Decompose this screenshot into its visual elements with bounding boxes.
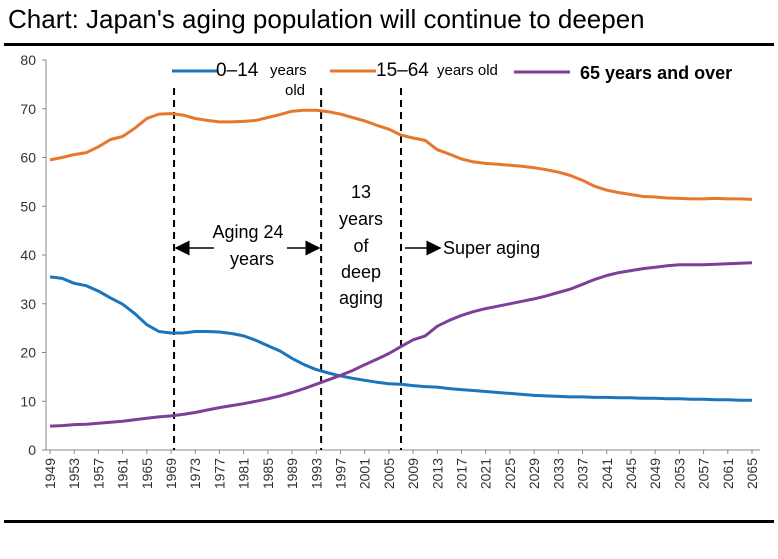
anno-aging-line2: years	[230, 249, 274, 269]
y-tick-label: 80	[20, 52, 36, 68]
x-tick-label: 2021	[478, 458, 494, 489]
x-tick-label: 1969	[163, 458, 179, 489]
chart-title: Chart: Japan's aging population will con…	[8, 4, 645, 34]
x-tick-label: 1985	[260, 458, 276, 489]
legend-label-0-14-main: 0–14	[216, 60, 259, 81]
x-tick-label: 2045	[623, 458, 639, 489]
x-tick-label: 2037	[575, 458, 591, 489]
x-tick-label: 1997	[332, 458, 348, 489]
y-tick-label: 60	[20, 150, 36, 166]
x-tick-label: 2009	[405, 458, 421, 489]
annotations: Aging 24 years 13 years of deep aging Su…	[174, 182, 540, 308]
anno-deep-line3: of	[353, 236, 369, 256]
legend-label-65: 65 years and over	[580, 63, 732, 83]
y-tick-label: 50	[20, 198, 36, 214]
series-line-2	[49, 261, 753, 428]
legend-label-15-64-main: 15–64	[376, 60, 429, 81]
x-tick-label: 1981	[236, 458, 252, 489]
y-tick-label: 20	[20, 345, 36, 361]
series-line-1	[49, 108, 753, 201]
x-tick-label: 2065	[744, 458, 760, 489]
anno-deep-line5: aging	[339, 288, 383, 308]
x-tick-label: 1961	[115, 458, 131, 489]
legend-label-0-14-sub: years	[270, 62, 307, 79]
x-tick-label: 2029	[526, 458, 542, 489]
y-ticks: 0 10 20 30 40 50 60 70 80	[20, 52, 46, 458]
x-tick-label: 2041	[599, 458, 615, 489]
anno-aging-line1: Aging 24	[212, 222, 283, 242]
x-tick-label: 2017	[454, 458, 470, 489]
series-line-0	[49, 275, 752, 402]
legend-label-0-14-sub2: old	[285, 82, 305, 99]
anno-super-aging: Super aging	[443, 238, 540, 258]
series-lines	[49, 108, 753, 428]
x-tick-label: 1989	[284, 458, 300, 489]
x-tick-label: 1977	[211, 458, 227, 489]
anno-deep-line1: 13	[351, 182, 371, 202]
top-rule	[4, 43, 774, 46]
x-tick-label: 2053	[671, 458, 687, 489]
bottom-rule	[4, 520, 774, 523]
y-tick-label: 0	[28, 442, 36, 458]
x-tick-label: 1949	[42, 458, 58, 489]
x-tick-label: 2025	[502, 458, 518, 489]
y-tick-label: 40	[20, 247, 36, 263]
x-ticks: 1949 1953 1957 1961 1965 1969 1973 1977 1981 1985…	[42, 450, 760, 489]
axes	[45, 60, 760, 451]
x-tick-label: 2013	[429, 458, 445, 489]
anno-deep-line4: deep	[341, 262, 381, 282]
x-tick-label: 2001	[357, 458, 373, 489]
x-tick-label: 1953	[66, 458, 82, 489]
vertical-markers	[173, 88, 402, 450]
anno-deep-line2: years	[339, 209, 383, 229]
x-tick-label: 2049	[647, 458, 663, 489]
y-tick-label: 10	[20, 393, 36, 409]
x-tick-label: 1973	[187, 458, 203, 489]
legend-label-15-64-sub: years old	[437, 62, 498, 79]
y-tick-label: 70	[20, 101, 36, 117]
x-tick-label: 1957	[90, 458, 106, 489]
x-tick-label: 1993	[308, 458, 324, 489]
x-tick-label: 2005	[381, 458, 397, 489]
x-tick-label: 2057	[696, 458, 712, 489]
x-tick-label: 2033	[550, 458, 566, 489]
x-tick-label: 1965	[139, 458, 155, 489]
legend: 0–14 years old 15–64 years old 65 years …	[172, 60, 732, 99]
y-tick-label: 30	[20, 296, 36, 312]
x-tick-label: 2061	[720, 458, 736, 489]
